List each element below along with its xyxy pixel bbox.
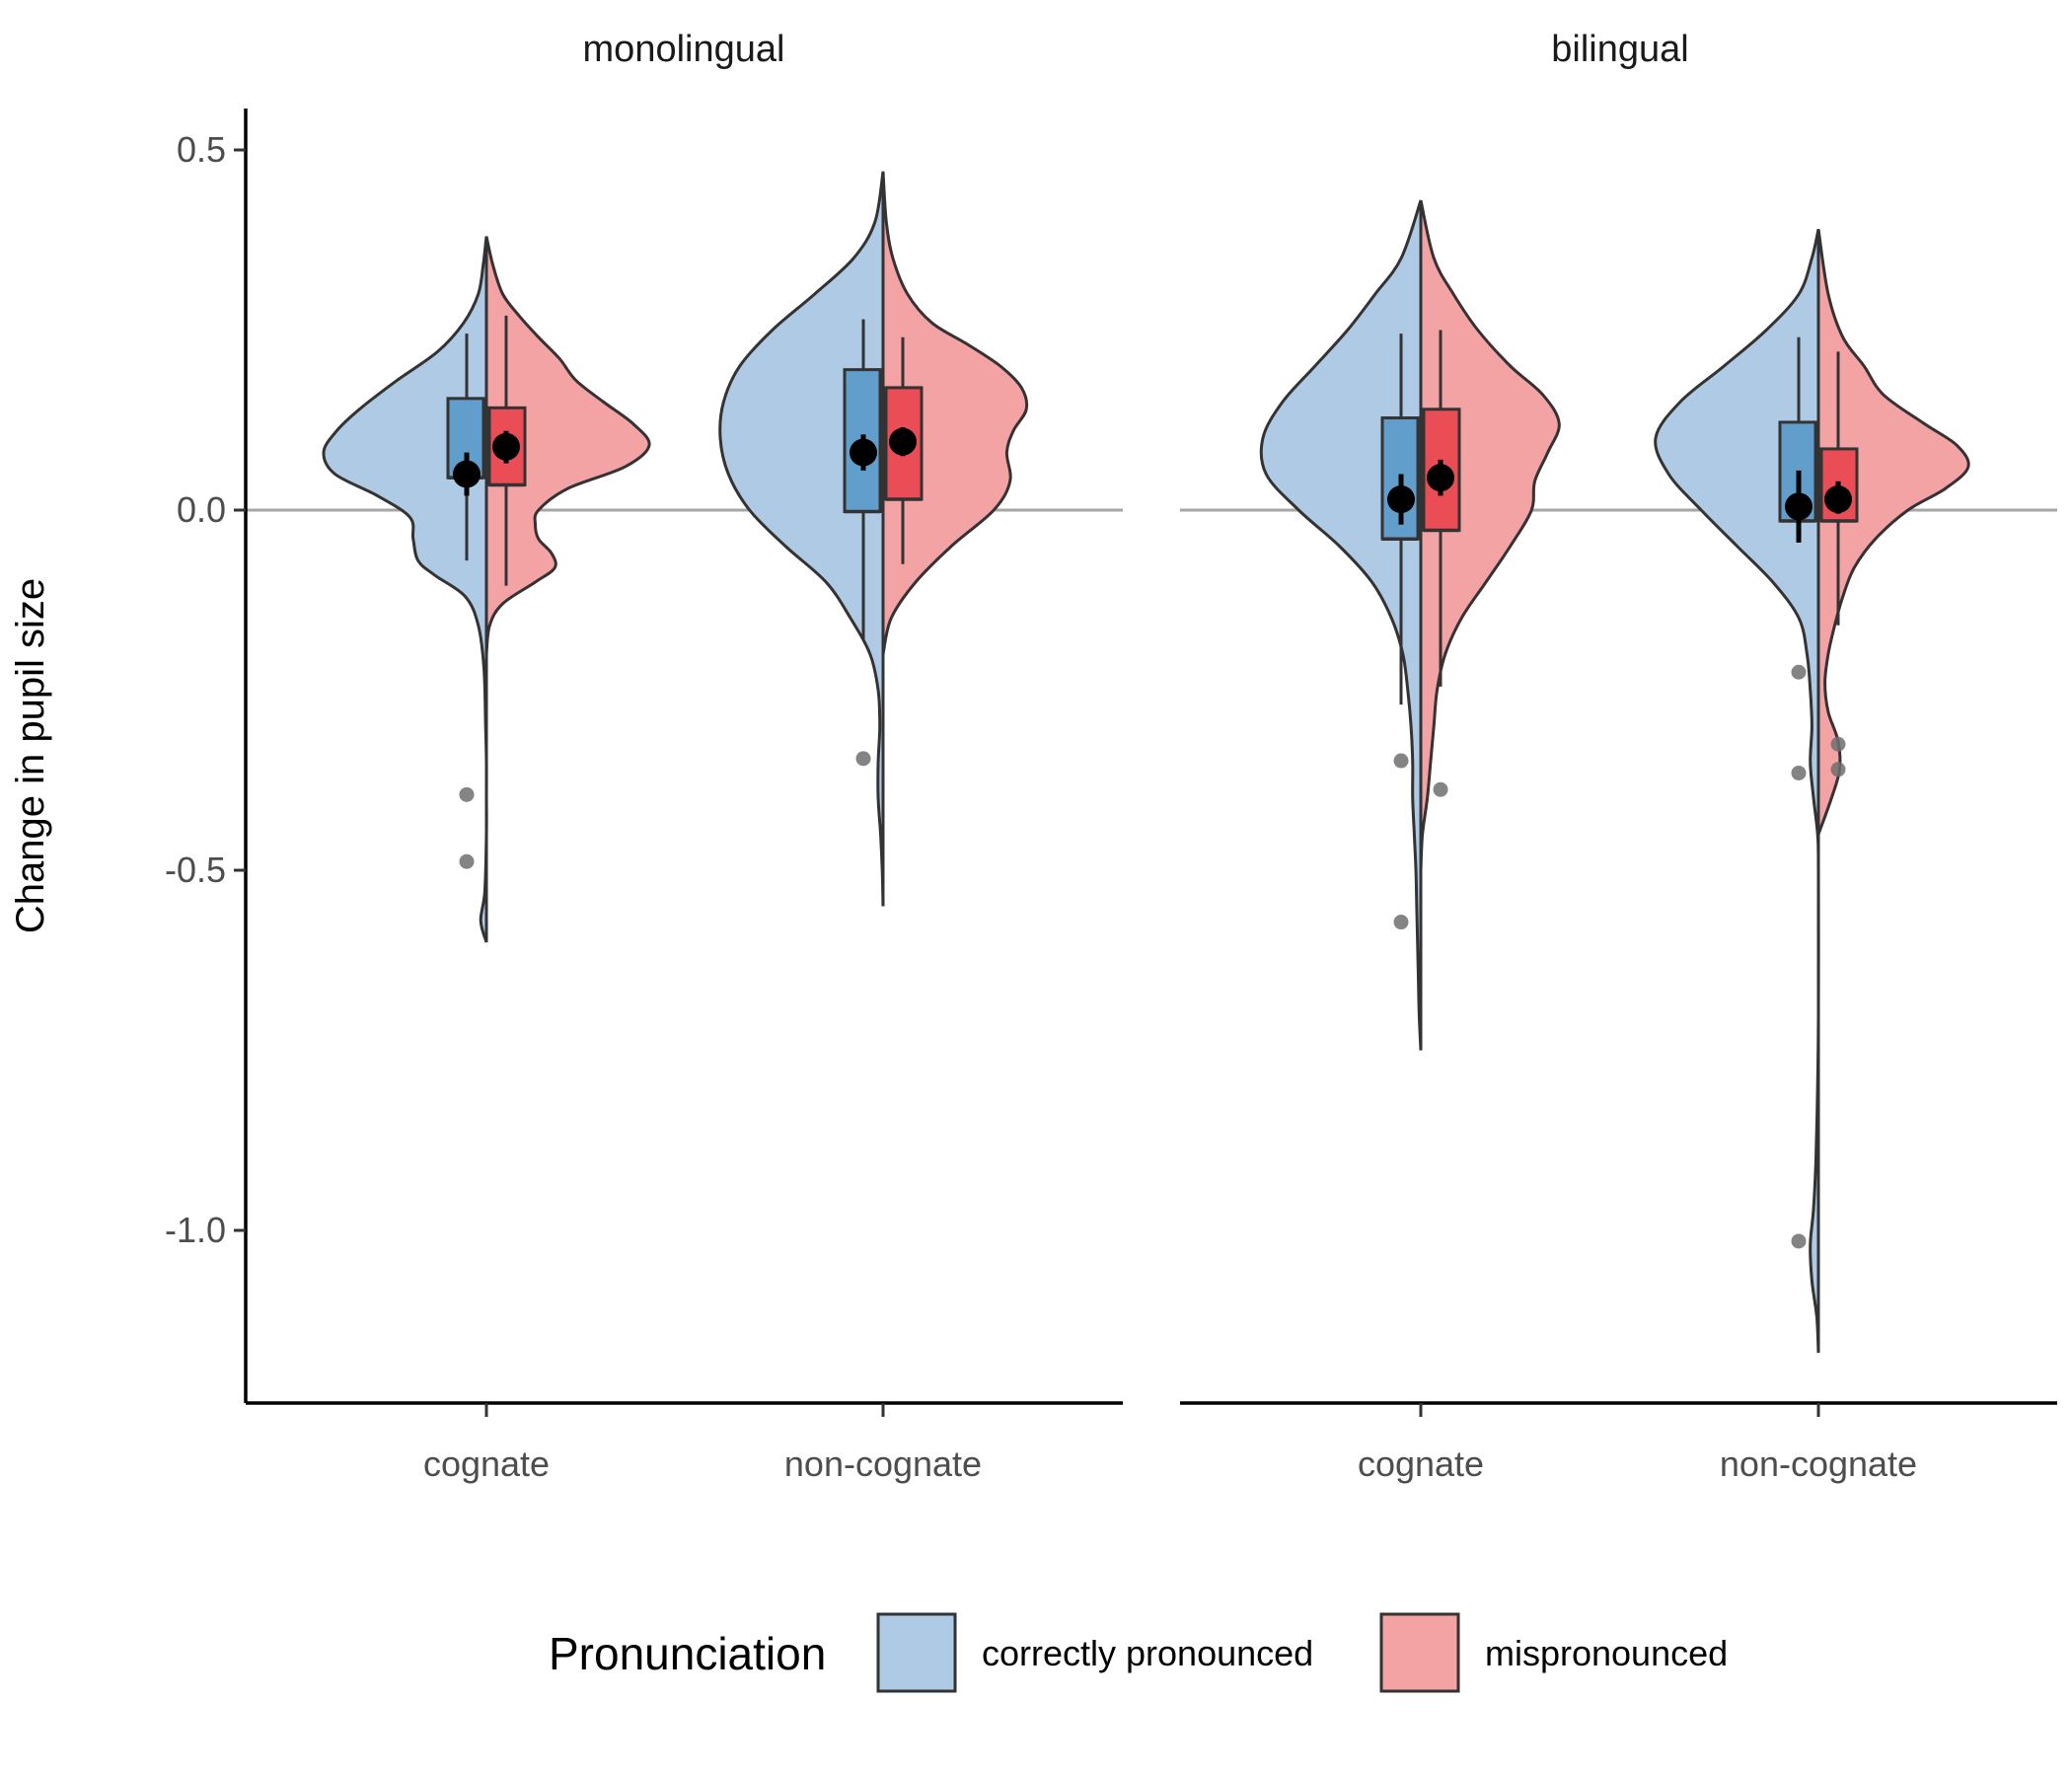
mean-point-correctly-pronounced — [850, 438, 877, 467]
outlier-point-mispronounced — [1830, 762, 1846, 777]
legend-label-mispronounced: mispronounced — [1485, 1633, 1728, 1673]
outlier-point-mispronounced — [1830, 736, 1846, 752]
violin-mispronounced — [881, 171, 1029, 655]
violin-correctly-pronounced — [1654, 228, 1820, 1354]
x-tick-label: cognate — [423, 1443, 550, 1484]
outlier-point-correctly-pronounced — [1791, 664, 1807, 680]
y-tick-label: 0.0 — [177, 489, 226, 530]
panel-title: bilingual — [1551, 29, 1688, 70]
violin-correctly-pronounced — [1259, 199, 1423, 1051]
violin-correctly-pronounced — [718, 171, 885, 907]
y-tick-label: -0.5 — [165, 850, 226, 890]
y-axis-title: Change in pupil size — [9, 578, 52, 933]
outlier-point-correctly-pronounced — [1791, 765, 1807, 780]
x-tick-label: non-cognate — [1720, 1443, 1917, 1484]
mean-point-mispronounced — [1824, 485, 1852, 514]
mean-point-mispronounced — [889, 427, 917, 456]
outlier-point-correctly-pronounced — [855, 751, 871, 767]
legend-key-correctly-pronounced — [876, 1612, 957, 1693]
mean-point-correctly-pronounced — [1785, 492, 1813, 521]
x-tick-label: cognate — [1358, 1443, 1484, 1484]
panel-bilingual: bilingual cognate non-cognate — [1180, 29, 2057, 1484]
group-non-cognate: non-cognate — [718, 171, 1029, 1484]
group-non-cognate: non-cognate — [1654, 228, 1970, 1484]
group-cognate: cognate — [1259, 199, 1561, 1484]
outlier-point-mispronounced — [1433, 781, 1448, 797]
y-tick-label: -1.0 — [165, 1210, 226, 1250]
legend-title: Pronunciation — [549, 1628, 826, 1679]
violin-mispronounced — [484, 236, 651, 655]
outlier-point-correctly-pronounced — [459, 786, 475, 802]
y-tick-label: 0.5 — [177, 129, 226, 170]
violin-mispronounced — [1419, 199, 1561, 871]
outlier-point-correctly-pronounced — [1393, 915, 1409, 930]
group-cognate: cognate — [322, 236, 651, 1484]
x-tick-label: non-cognate — [784, 1443, 982, 1484]
legend-label-correctly-pronounced: correctly pronounced — [982, 1633, 1313, 1673]
violin-correctly-pronounced — [322, 236, 488, 943]
panel-title: monolingual — [583, 29, 785, 70]
mean-point-correctly-pronounced — [1387, 485, 1415, 514]
legend: Pronunciation correctly pronounced mispr… — [549, 1612, 1728, 1693]
mean-point-mispronounced — [492, 432, 520, 461]
violin-mispronounced — [1816, 229, 1970, 836]
mean-point-mispronounced — [1427, 464, 1454, 492]
panel-monolingual: monolingual 0.5 0.0 -0.5 -1.0 cognate non-cog… — [165, 29, 1123, 1484]
legend-key-mispronounced — [1379, 1612, 1460, 1693]
outlier-point-correctly-pronounced — [459, 853, 475, 869]
outlier-point-correctly-pronounced — [1393, 753, 1409, 769]
mean-point-correctly-pronounced — [453, 460, 481, 488]
outlier-point-correctly-pronounced — [1791, 1233, 1807, 1249]
